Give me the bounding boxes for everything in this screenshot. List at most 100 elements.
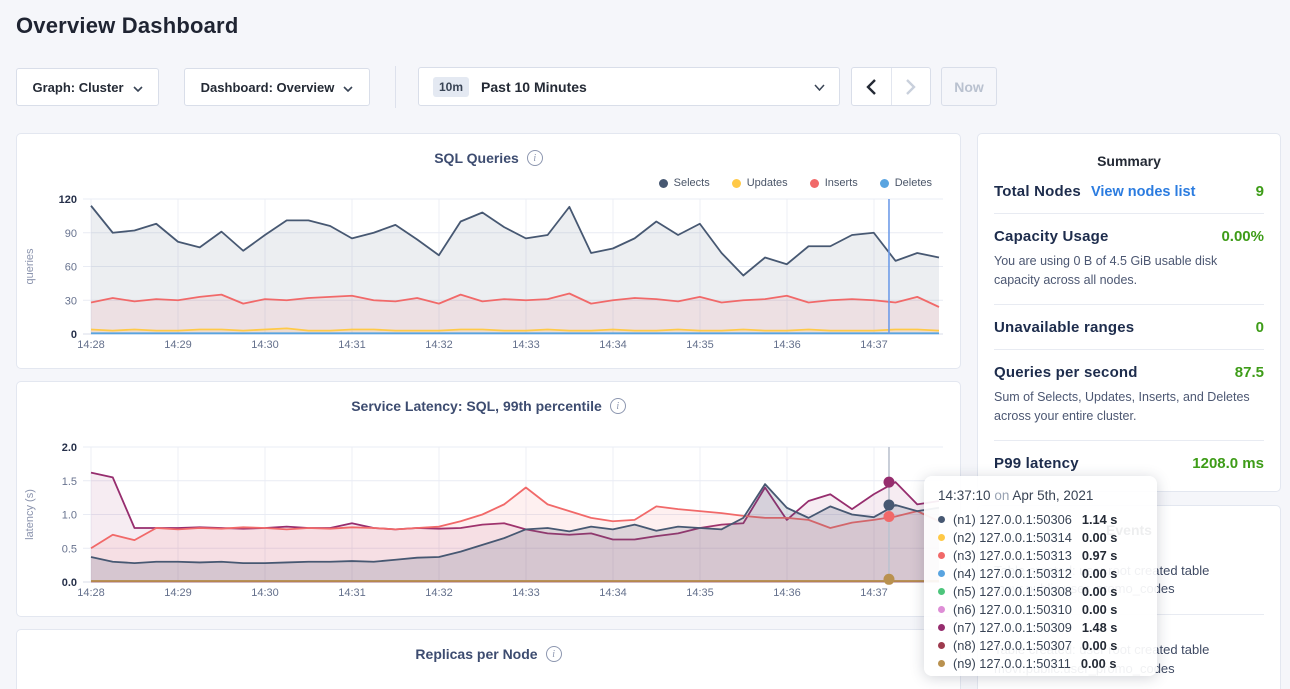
unavailable-ranges-value: 0 [1256,319,1264,336]
replicas-per-node-title: Replicas per Node [415,646,537,662]
svg-text:0: 0 [71,329,77,341]
tooltip-rows: (n1) 127.0.0.1:503061.14 s(n2) 127.0.0.1… [938,510,1143,672]
summary-row-qps: Queries per second 87.5 Sum of Selects, … [994,349,1264,440]
svg-text:14:29: 14:29 [164,339,192,351]
node-address: (n4) 127.0.0.1:50312 [953,566,1072,581]
node-color-dot-icon [938,552,945,559]
tooltip-row: (n2) 127.0.0.1:503140.00 s [938,528,1143,546]
svg-text:90: 90 [65,228,77,240]
tooltip-timestamp: 14:37:10 on Apr 5th, 2021 [938,488,1143,503]
node-address: (n7) 127.0.0.1:50309 [953,620,1072,635]
capacity-usage-label: Capacity Usage [994,228,1109,245]
svg-text:14:31: 14:31 [338,587,366,599]
node-latency-value: 0.00 s [1082,602,1118,617]
svg-text:14:36: 14:36 [773,339,801,351]
svg-text:14:35: 14:35 [686,587,714,599]
p99-latency-value: 1208.0 ms [1192,455,1264,472]
chevron-down-icon [133,80,143,95]
node-latency-value: 0.00 s [1081,656,1117,671]
node-color-dot-icon [938,534,945,541]
chart-hover-tooltip: 14:37:10 on Apr 5th, 2021 (n1) 127.0.0.1… [924,476,1157,676]
node-color-dot-icon [938,642,945,649]
time-step-buttons [851,67,931,106]
node-color-dot-icon [938,516,945,523]
total-nodes-label: Total Nodes [994,183,1081,200]
svg-text:latency (s): latency (s) [24,489,36,540]
svg-text:1.5: 1.5 [62,476,77,488]
prev-time-button[interactable] [852,68,891,105]
node-color-dot-icon [938,624,945,631]
svg-text:queries: queries [24,248,36,285]
chevron-down-icon [814,78,825,96]
svg-text:14:34: 14:34 [599,339,627,351]
svg-text:14:34: 14:34 [599,587,627,599]
chevron-down-icon [343,80,353,95]
next-time-button[interactable] [891,68,931,105]
svg-text:1.0: 1.0 [62,510,77,522]
svg-text:14:28: 14:28 [77,587,105,599]
total-nodes-value: 9 [1256,183,1264,200]
svg-text:14:36: 14:36 [773,587,801,599]
svg-text:0.5: 0.5 [62,543,77,555]
tooltip-row: (n3) 127.0.0.1:503130.97 s [938,546,1143,564]
time-range-label: Past 10 Minutes [481,79,802,95]
node-latency-value: 1.48 s [1082,620,1118,635]
qps-value: 87.5 [1235,364,1264,381]
svg-text:2.0: 2.0 [62,442,77,454]
time-range-selector[interactable]: 10m Past 10 Minutes [418,67,840,106]
svg-text:60: 60 [65,262,77,274]
node-color-dot-icon [938,606,945,613]
unavailable-ranges-label: Unavailable ranges [994,319,1134,336]
replicas-per-node-card: Replicas per Node i [16,629,961,689]
info-icon[interactable]: i [546,646,562,662]
svg-text:14:30: 14:30 [251,587,279,599]
info-icon[interactable]: i [610,398,626,414]
capacity-usage-value: 0.00% [1221,228,1264,245]
node-latency-value: 0.00 s [1082,638,1118,653]
tooltip-row: (n6) 127.0.0.1:50310 0.00 s [938,600,1143,618]
now-button[interactable]: Now [941,67,997,106]
svg-text:14:31: 14:31 [338,339,366,351]
info-icon[interactable]: i [527,150,543,166]
node-latency-value: 0.97 s [1082,548,1118,563]
service-latency-title: Service Latency: SQL, 99th percentile [351,398,602,414]
toolbar-divider [395,66,396,108]
node-color-dot-icon [938,570,945,577]
graph-dropdown[interactable]: Graph: Cluster [16,68,159,106]
svg-text:14:37: 14:37 [860,339,888,351]
summary-row-unavailable-ranges: Unavailable ranges 0 [994,304,1264,349]
node-color-dot-icon [938,588,945,595]
dashboard-dropdown[interactable]: Dashboard: Overview [184,68,370,106]
node-color-dot-icon [938,660,945,667]
summary-panel: Summary Total Nodes View nodes list 9 Ca… [977,133,1281,492]
service-latency-chart-canvas[interactable]: 14:2814:2914:3014:3114:3214:3314:3414:35… [19,430,960,606]
capacity-usage-description: You are using 0 B of 4.5 GiB usable disk… [994,252,1264,291]
sql-queries-chart-canvas[interactable]: 14:2814:2914:3014:3114:3214:3314:3414:35… [19,182,960,358]
svg-text:14:32: 14:32 [425,587,453,599]
sql-queries-title: SQL Queries [434,150,519,166]
tooltip-row: (n5) 127.0.0.1:50308 0.00 s [938,582,1143,600]
svg-text:14:29: 14:29 [164,587,192,599]
svg-text:14:30: 14:30 [251,339,279,351]
p99-latency-label: P99 latency [994,455,1079,472]
node-address: (n9) 127.0.0.1:50311 [953,656,1071,671]
svg-text:14:28: 14:28 [77,339,105,351]
summary-title: Summary [994,150,1264,169]
node-address: (n6) 127.0.0.1:50310 [953,602,1072,617]
tooltip-row: (n8) 127.0.0.1:50307 0.00 s [938,636,1143,654]
view-nodes-list-link[interactable]: View nodes list [1091,184,1196,200]
svg-text:120: 120 [59,194,77,206]
tooltip-row: (n1) 127.0.0.1:503061.14 s [938,510,1143,528]
node-address: (n8) 127.0.0.1:50307 [953,638,1072,653]
tooltip-row: (n4) 127.0.0.1:503120.00 s [938,564,1143,582]
node-latency-value: 0.00 s [1082,530,1118,545]
node-address: (n1) 127.0.0.1:50306 [953,512,1072,527]
svg-text:30: 30 [65,295,77,307]
node-latency-value: 0.00 s [1082,584,1118,599]
node-address: (n5) 127.0.0.1:50308 [953,584,1072,599]
graph-dropdown-label: Graph: Cluster [32,80,123,95]
tooltip-row: (n9) 127.0.0.1:50311 0.00 s [938,654,1143,672]
sql-queries-card: SQL Queries i SelectsUpdatesInsertsDelet… [16,133,961,369]
tooltip-row: (n7) 127.0.0.1:50309 1.48 s [938,618,1143,636]
svg-text:14:35: 14:35 [686,339,714,351]
